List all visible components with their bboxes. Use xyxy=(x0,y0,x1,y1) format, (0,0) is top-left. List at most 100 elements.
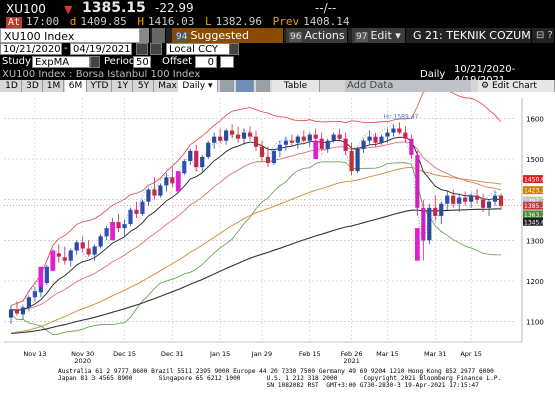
calendar-icon[interactable] xyxy=(136,43,148,55)
quote-time: 17:00 xyxy=(26,15,60,28)
candle-body xyxy=(170,177,175,184)
security-dropdown-button[interactable] xyxy=(140,28,150,43)
window-controls[interactable]: ⊟ ? xyxy=(533,28,555,43)
candle-body xyxy=(355,148,360,172)
edit-chart-label: Edit Chart xyxy=(491,81,537,91)
checkbox[interactable] xyxy=(220,56,234,68)
candle-body xyxy=(188,150,193,162)
y-tick-label: 1300 xyxy=(526,237,544,245)
table-button[interactable]: Table xyxy=(272,80,320,92)
value-label-text: 1385.15 xyxy=(524,203,549,210)
currency-dropdown-icon[interactable] xyxy=(229,43,239,55)
edit-chart-button[interactable]: ⚙ Edit Chart xyxy=(478,80,555,92)
period-button-1y[interactable]: 1Y xyxy=(113,80,133,92)
footer-line-1: Australia 61 2 9777 8600 Brazil 5511 239… xyxy=(58,368,494,375)
candle-body xyxy=(480,199,486,208)
currency-select[interactable]: Local CCY xyxy=(166,43,230,55)
x-tick-label: Mar 31 xyxy=(424,350,447,358)
candle-body xyxy=(206,142,211,157)
high-annotation: Hi: 1589.47 xyxy=(383,113,418,120)
study-select[interactable]: ExpMA xyxy=(32,56,90,68)
candle-body xyxy=(271,150,277,164)
open-label: d xyxy=(69,15,77,28)
edit-num: 97 xyxy=(355,32,369,42)
period-button-5y[interactable]: 5Y xyxy=(134,80,154,92)
high-value: 1416.03 xyxy=(148,15,195,28)
candle-body xyxy=(325,140,330,149)
edit-menu-button[interactable]: 97 Edit ▾ xyxy=(352,28,406,43)
frequency-select[interactable]: Daily ▾ xyxy=(178,80,218,92)
candle-body xyxy=(241,132,247,139)
candle-body xyxy=(277,144,282,151)
candle-body xyxy=(439,203,444,216)
period-button-1d[interactable]: 1D xyxy=(2,80,22,92)
candle-body xyxy=(289,140,294,143)
study-dropdown-icon[interactable] xyxy=(90,56,100,68)
period-button-3d[interactable]: 3D xyxy=(23,80,43,92)
candle-body xyxy=(349,150,354,172)
candle-body xyxy=(146,189,151,202)
period-button-1m[interactable]: 1M xyxy=(44,80,64,92)
bid-ask-dashes: --/-- xyxy=(315,1,337,15)
candle-body xyxy=(134,209,139,214)
actions-num: 96 xyxy=(289,32,303,42)
calendar-end-icon[interactable] xyxy=(150,43,162,55)
index-info-row: XU100 Index : Borsa Istanbul 100 Index D… xyxy=(0,64,555,86)
period-button-ytd[interactable]: YTD xyxy=(88,80,112,92)
period-button-6m[interactable]: 6M xyxy=(65,80,87,92)
x-tick-label: Nov 13 xyxy=(23,350,46,358)
security-field[interactable]: XU100 Index xyxy=(0,28,140,43)
period-input[interactable]: 50 xyxy=(133,56,151,68)
candle-body xyxy=(421,207,426,241)
prev-label: Prev xyxy=(272,15,300,28)
browse-button[interactable] xyxy=(152,28,166,43)
x-year-label: 2020 xyxy=(74,357,91,364)
candle-body xyxy=(14,310,20,314)
add-data-input[interactable]: Add Data xyxy=(345,80,471,92)
x-tick-label: Feb 26 xyxy=(341,350,363,358)
candle-body xyxy=(26,297,32,308)
signal-bar xyxy=(50,250,56,271)
value-label-box xyxy=(523,175,543,184)
value-label-box xyxy=(523,201,543,210)
last-price: 1385.15 xyxy=(82,0,146,16)
y-tick-label: 1100 xyxy=(526,319,544,327)
value-label-text: 1423.35 xyxy=(524,188,549,195)
candle-body xyxy=(492,195,498,202)
candle-body xyxy=(283,140,288,145)
candle-body xyxy=(391,128,396,133)
candle-body xyxy=(259,146,265,157)
value-label-box xyxy=(523,196,543,205)
candle-body xyxy=(56,253,61,257)
candle-body xyxy=(457,197,462,204)
candle-body xyxy=(224,130,229,141)
footer-line-3: SN 1082082 RST GMT+3:00 G730-2830-3 19-A… xyxy=(58,382,479,389)
candle-body xyxy=(128,209,133,225)
actions-label: Actions xyxy=(304,29,345,42)
x-tick-label: Jan 15 xyxy=(209,350,230,358)
candle-body xyxy=(20,307,26,315)
value-label-text: 1345.68 xyxy=(524,219,549,226)
x-tick-label: Mar 15 xyxy=(376,350,399,358)
candle-body xyxy=(397,128,402,133)
footer-line-2: Japan 81 3 4565 8900 Singapore 65 6212 1… xyxy=(58,375,502,382)
offset-input[interactable]: 0 xyxy=(195,56,217,68)
study-label: Study xyxy=(2,56,31,67)
candle-body xyxy=(445,195,450,204)
chart-type-icon[interactable] xyxy=(220,80,234,92)
candle-body xyxy=(415,154,420,208)
price-change: -22.99 xyxy=(155,1,194,15)
y-tick-label: 1500 xyxy=(526,156,544,164)
end-date-field[interactable]: 04/19/2021 xyxy=(70,43,132,55)
candle-body xyxy=(122,224,127,229)
start-date-field[interactable]: 10/21/2020 xyxy=(0,43,62,55)
value-label-box xyxy=(523,210,543,219)
line-chart-icon[interactable] xyxy=(236,80,254,92)
candle-body xyxy=(498,195,504,206)
candle-body xyxy=(331,134,336,141)
drawing-icon[interactable] xyxy=(256,80,270,92)
